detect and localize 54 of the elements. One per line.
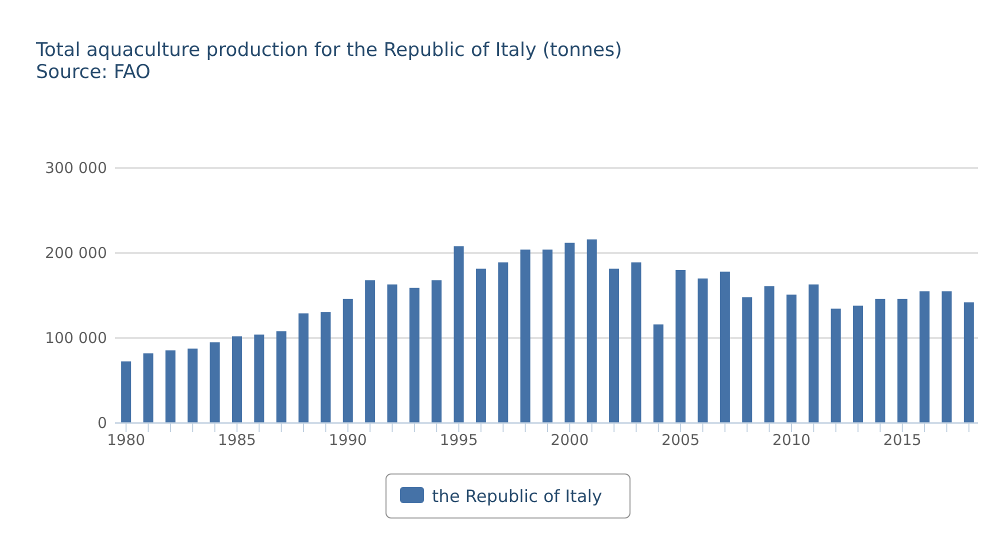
bar (698, 278, 708, 423)
legend-label: the Republic of Italy (432, 487, 602, 507)
y-tick-label: 200 000 (44, 244, 107, 262)
bar (653, 324, 664, 423)
bar (542, 250, 552, 423)
x-tick-label: 1985 (218, 431, 256, 449)
bar (409, 288, 420, 423)
bar (432, 280, 442, 423)
bar (609, 268, 620, 423)
y-tick-label: 0 (97, 414, 107, 432)
bar (276, 331, 286, 423)
bar (188, 348, 198, 423)
bar (942, 291, 952, 423)
bar (897, 298, 908, 423)
bar (121, 361, 132, 423)
bar (498, 262, 508, 423)
x-tick-label: 1990 (328, 431, 367, 449)
bar (342, 298, 353, 423)
bar (764, 286, 774, 423)
y-tick-label: 100 000 (44, 329, 107, 347)
chart-title: Total aquaculture production for the Republic of Italy (tonnes) (35, 39, 622, 61)
bar (586, 239, 597, 423)
bar (875, 298, 886, 423)
bar (631, 262, 642, 423)
bar (742, 297, 752, 423)
bar (232, 336, 242, 423)
bar (143, 353, 154, 423)
bar (786, 294, 796, 423)
bar (964, 302, 974, 423)
bar (564, 242, 575, 423)
bar (254, 334, 264, 423)
x-tick-label: 1995 (440, 431, 478, 449)
bar (830, 308, 841, 423)
bar (387, 284, 398, 423)
x-tick-label: 2005 (661, 431, 700, 449)
bar (298, 313, 309, 423)
x-tick-label: 2000 (550, 431, 589, 449)
bar (853, 306, 864, 423)
bar (476, 268, 486, 423)
bar (808, 284, 819, 423)
bar (920, 291, 930, 423)
x-tick-label: 2015 (883, 431, 922, 449)
bar (210, 342, 220, 423)
x-tick-label: 2010 (772, 431, 811, 449)
y-tick-label: 300 000 (44, 159, 107, 177)
bar (365, 280, 376, 423)
bar (520, 250, 530, 423)
bar (320, 312, 331, 423)
chart-subtitle: Source: FAO (36, 61, 151, 83)
bar (165, 350, 176, 423)
x-tick-label: 1980 (106, 431, 146, 449)
bar (720, 272, 730, 423)
bar (676, 270, 686, 423)
bar (454, 246, 464, 423)
